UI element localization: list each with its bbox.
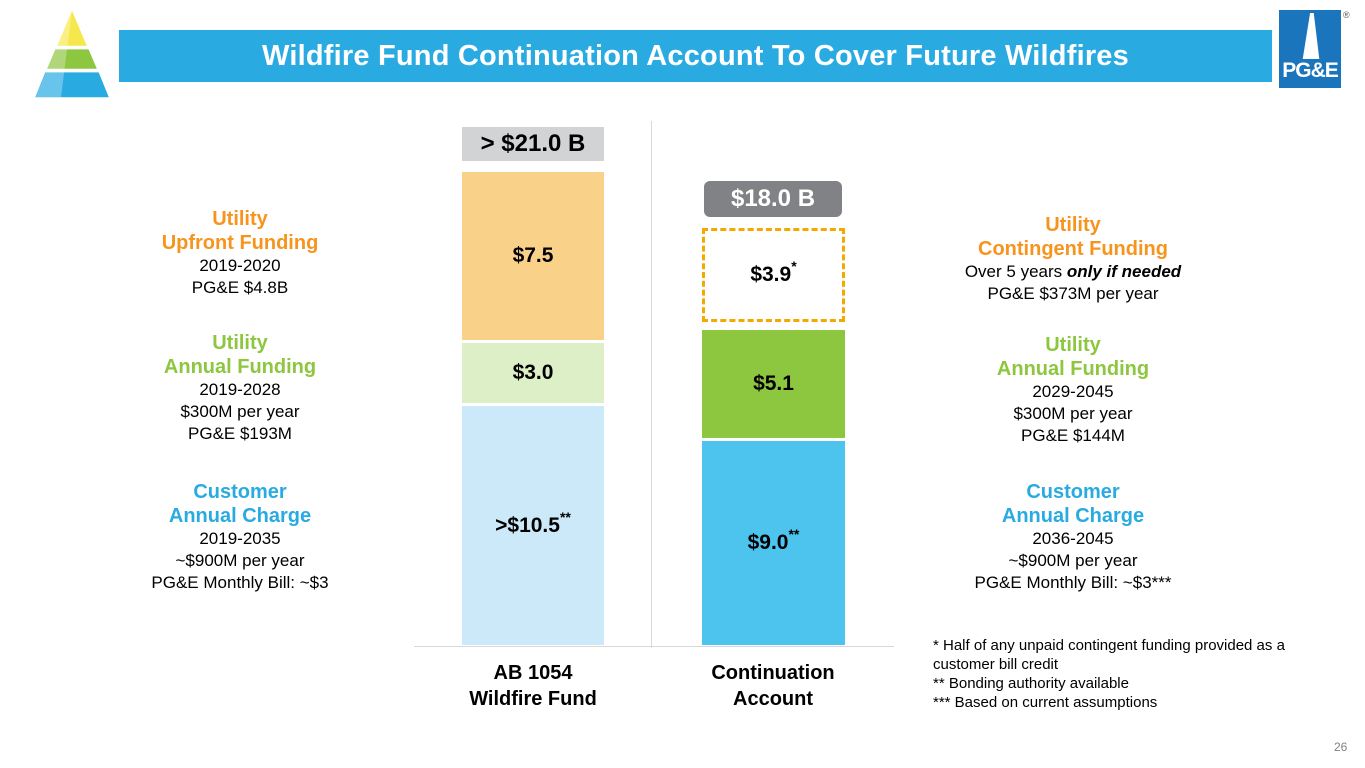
segment-value: $9.0** bbox=[747, 526, 800, 554]
bar-ab1054-upfront-segment: $7.5 bbox=[462, 172, 604, 340]
bar-ab1054-annual-segment: $3.0 bbox=[462, 343, 604, 403]
pyramid-logo-icon bbox=[35, 10, 109, 98]
bar-continuation-customer-segment: $9.0** bbox=[702, 441, 845, 645]
pge-logo-square: PG&E bbox=[1279, 10, 1341, 88]
segment-value: $5.1 bbox=[753, 372, 794, 395]
slide-title-bar: Wildfire Fund Continuation Account To Co… bbox=[119, 30, 1272, 82]
pge-spire-icon bbox=[1302, 13, 1320, 59]
segment-value: >$10.5** bbox=[495, 508, 571, 537]
footnote-3: *** Based on current assumptions bbox=[933, 694, 1158, 711]
footnote-1: * Half of any unpaid contingent funding … bbox=[933, 637, 1285, 673]
bar-ab1054-customer-segment: >$10.5** bbox=[462, 406, 604, 645]
page-number: 26 bbox=[1334, 740, 1348, 754]
pge-logo-text: PG&E bbox=[1282, 59, 1339, 82]
chart-baseline bbox=[414, 646, 894, 647]
bar-continuation-contingent-segment: $3.9* bbox=[702, 228, 845, 322]
segment-value: $3.9* bbox=[750, 258, 797, 286]
footnotes: * Half of any unpaid contingent funding … bbox=[933, 636, 1305, 712]
ab1054-axis-label: AB 1054 Wildfire Fund bbox=[469, 662, 597, 710]
annotation-utility-upfront: Utility Upfront Funding 2019-2020 PG&E $… bbox=[161, 208, 319, 297]
segment-value: $7.5 bbox=[512, 244, 554, 267]
registered-mark: ® bbox=[1343, 10, 1350, 20]
chart-divider-line bbox=[651, 121, 652, 648]
continuation-axis-label: Continuation Account bbox=[711, 662, 835, 710]
pge-logo: PG&E ® bbox=[1279, 10, 1350, 88]
ab1054-total-label: > $21.0 B bbox=[462, 127, 604, 161]
segment-value: $3.0 bbox=[512, 361, 554, 384]
annotation-customer-charge-left: Customer Annual Charge 2019-2035 ~$900M … bbox=[151, 481, 329, 592]
annotation-customer-charge-right: Customer Annual Charge 2036-2045 ~$900M … bbox=[974, 481, 1172, 592]
footnote-2: ** Bonding authority available bbox=[933, 675, 1129, 692]
continuation-total-badge: $18.0 B bbox=[704, 181, 842, 217]
annotation-utility-annual-right: Utility Annual Funding 2029-2045 $300M p… bbox=[996, 334, 1150, 445]
annotation-utility-contingent: Utility Contingent Funding Over 5 years … bbox=[964, 214, 1182, 303]
bar-continuation-annual-segment: $5.1 bbox=[702, 330, 845, 438]
annotation-utility-annual-left: Utility Annual Funding 2019-2028 $300M p… bbox=[163, 332, 317, 443]
slide-title: Wildfire Fund Continuation Account To Co… bbox=[262, 39, 1129, 72]
